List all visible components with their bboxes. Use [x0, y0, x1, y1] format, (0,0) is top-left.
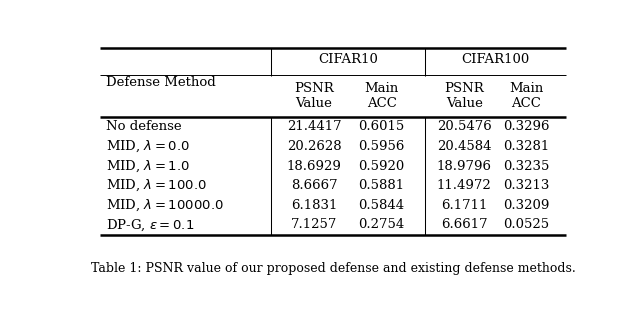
Text: CIFAR10: CIFAR10 [318, 53, 378, 66]
Text: 0.2754: 0.2754 [358, 218, 404, 231]
Text: Main
ACC: Main ACC [509, 82, 543, 110]
Text: 0.6015: 0.6015 [358, 121, 404, 133]
Text: Table 1: PSNR value of our proposed defense and existing defense methods.: Table 1: PSNR value of our proposed defe… [91, 262, 575, 275]
Text: 11.4972: 11.4972 [437, 179, 492, 192]
Text: 18.6929: 18.6929 [287, 160, 342, 173]
Text: 0.3235: 0.3235 [503, 160, 550, 173]
Text: MID, $\lambda = 10000.0$: MID, $\lambda = 10000.0$ [106, 197, 223, 213]
Text: 6.1711: 6.1711 [441, 199, 488, 212]
Text: MID, $\lambda = 100.0$: MID, $\lambda = 100.0$ [106, 178, 207, 193]
Text: Defense Method: Defense Method [106, 76, 216, 89]
Text: PSNR
Value: PSNR Value [294, 82, 334, 110]
Text: 0.3296: 0.3296 [503, 121, 550, 133]
Text: 0.0525: 0.0525 [504, 218, 550, 231]
Text: 0.5956: 0.5956 [358, 140, 405, 153]
Text: MID, $\lambda = 1.0$: MID, $\lambda = 1.0$ [106, 158, 190, 174]
Text: CIFAR100: CIFAR100 [461, 53, 529, 66]
Text: 6.6617: 6.6617 [441, 218, 488, 231]
Text: 6.1831: 6.1831 [291, 199, 337, 212]
Text: No defense: No defense [106, 121, 181, 133]
Text: 18.9796: 18.9796 [437, 160, 492, 173]
Text: 0.5881: 0.5881 [358, 179, 404, 192]
Text: 20.2628: 20.2628 [287, 140, 341, 153]
Text: 0.3281: 0.3281 [504, 140, 550, 153]
Text: 0.3209: 0.3209 [503, 199, 550, 212]
Text: 20.5476: 20.5476 [437, 121, 492, 133]
Text: MID, $\lambda = 0.0$: MID, $\lambda = 0.0$ [106, 139, 190, 154]
Text: 7.1257: 7.1257 [291, 218, 337, 231]
Text: 21.4417: 21.4417 [287, 121, 341, 133]
Text: DP-G, $\epsilon = 0.1$: DP-G, $\epsilon = 0.1$ [106, 217, 194, 232]
Text: PSNR
Value: PSNR Value [444, 82, 484, 110]
Text: 8.6667: 8.6667 [291, 179, 337, 192]
Text: 0.5844: 0.5844 [358, 199, 404, 212]
Text: Main
ACC: Main ACC [365, 82, 399, 110]
Text: 0.3213: 0.3213 [503, 179, 550, 192]
Text: 0.5920: 0.5920 [358, 160, 404, 173]
Text: 20.4584: 20.4584 [437, 140, 492, 153]
